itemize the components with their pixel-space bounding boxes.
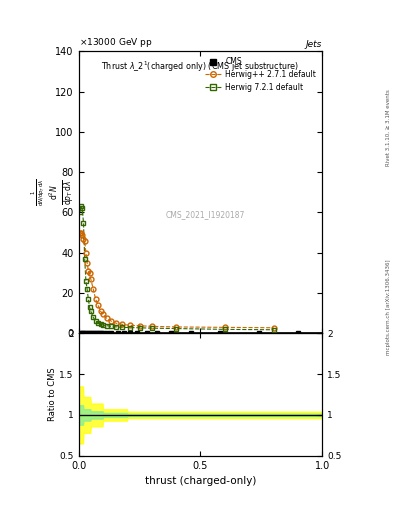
Text: Jets: Jets: [306, 39, 322, 49]
Text: mcplots.cern.ch [arXiv:1306.3436]: mcplots.cern.ch [arXiv:1306.3436]: [386, 260, 391, 355]
Y-axis label: $\frac{1}{\mathrm{d}N/\mathrm{d}p_T\,\mathrm{d}\lambda}$
$\mathrm{d}^2 N$
$\over: $\frac{1}{\mathrm{d}N/\mathrm{d}p_T\,\ma…: [29, 178, 76, 206]
X-axis label: thrust (charged-only): thrust (charged-only): [145, 476, 256, 486]
Text: $\times$13000 GeV pp: $\times$13000 GeV pp: [79, 36, 152, 49]
Legend: CMS, Herwig++ 2.7.1 default, Herwig 7.2.1 default: CMS, Herwig++ 2.7.1 default, Herwig 7.2.…: [202, 55, 318, 94]
Text: Thrust $\lambda\_2^1$(charged only) (CMS jet substructure): Thrust $\lambda\_2^1$(charged only) (CMS…: [101, 60, 299, 74]
Text: CMS_2021_I1920187: CMS_2021_I1920187: [165, 210, 245, 219]
Text: Rivet 3.1.10, ≥ 3.1M events: Rivet 3.1.10, ≥ 3.1M events: [386, 90, 391, 166]
Y-axis label: Ratio to CMS: Ratio to CMS: [48, 368, 57, 421]
